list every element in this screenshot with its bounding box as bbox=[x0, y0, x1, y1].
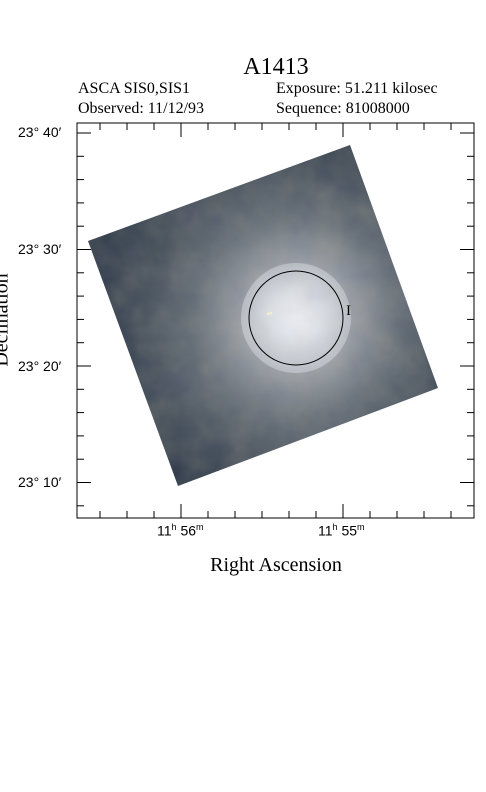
y-tick-label: 23° 40′ bbox=[18, 124, 62, 140]
source-extraction-circle bbox=[248, 270, 344, 366]
y-tick-label: 23° 10′ bbox=[18, 474, 62, 490]
observed-label: Observed: 11/12/93 bbox=[78, 100, 205, 117]
x-tick-label: 11h 55m bbox=[318, 522, 365, 539]
chart-title: A1413 bbox=[243, 54, 309, 80]
x-tick-label: 11h 56m bbox=[157, 522, 204, 539]
instrument-label: ASCA SIS0,SIS1 bbox=[78, 80, 191, 97]
xray-image-field bbox=[88, 145, 438, 486]
exposure-label: Exposure: 51.211 kilosec bbox=[276, 80, 438, 97]
sequence-label: Sequence: 81008000 bbox=[276, 100, 410, 117]
marker-label: I bbox=[346, 303, 351, 319]
axis-ticks bbox=[77, 123, 474, 518]
y-axis-label: Declination bbox=[0, 273, 13, 367]
x-axis-label: Right Ascension bbox=[210, 554, 342, 576]
plot-frame bbox=[76, 122, 475, 519]
y-tick-label: 23° 20′ bbox=[18, 358, 62, 374]
y-tick-label: 23° 30′ bbox=[18, 241, 62, 257]
small-feature-mark bbox=[266, 312, 273, 315]
